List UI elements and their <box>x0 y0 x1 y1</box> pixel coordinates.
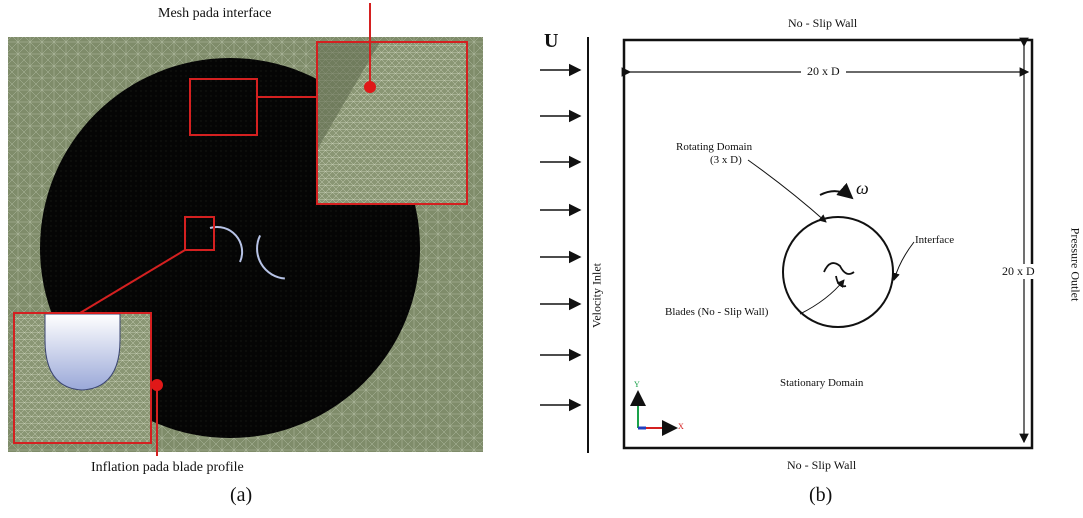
blade-inset-profile <box>44 313 121 391</box>
interface-focus-box <box>189 78 258 136</box>
caption-a: (a) <box>230 484 253 506</box>
rotating-leader <box>747 159 827 223</box>
blade-inset-frame <box>13 312 152 444</box>
mesh-blade-left <box>209 225 244 263</box>
callout-blade-inflation: Inflation pada blade profile <box>91 460 244 475</box>
velocity-inlet-label: Velocity Inlet <box>589 263 604 328</box>
omega-label: ω <box>856 178 869 198</box>
interface-inset-dark <box>317 42 380 150</box>
axis-x-label: X <box>678 422 684 431</box>
interface-inset-frame <box>316 41 468 205</box>
blade-focus-box <box>184 216 215 251</box>
bottom-wall-label: No - Slip Wall <box>787 458 857 472</box>
blades-label: Blades (No - Slip Wall) <box>665 306 769 318</box>
rotating-domain-circle <box>782 216 894 328</box>
domain-boundary <box>622 38 1034 450</box>
inlet-velocity-symbol: U <box>544 30 559 52</box>
blade-connector <box>79 249 186 314</box>
pressure-outlet-label: Pressure Outlet <box>1068 227 1083 302</box>
interface-label: Interface <box>915 234 955 246</box>
mesh-blade-right <box>256 234 285 280</box>
top-callout-dot <box>364 81 376 93</box>
axis-y-label: Y <box>634 380 640 389</box>
height-dimension-label: 20 x D <box>1000 264 1037 279</box>
stationary-domain-label: Stationary Domain <box>780 377 864 389</box>
inlet-arrows <box>540 63 582 412</box>
top-wall-label: No - Slip Wall <box>788 16 858 30</box>
caption-b: (b) <box>809 484 833 506</box>
bottom-callout-dot <box>151 379 163 391</box>
blades-leader <box>799 279 845 315</box>
diagram-blades <box>823 262 855 288</box>
interface-leader <box>892 241 915 281</box>
rotating-domain-size: (3 x D) <box>710 154 742 166</box>
omega-arrow <box>819 182 854 200</box>
width-dimension-label: 20 x D <box>801 64 846 79</box>
callout-mesh-interface: Mesh pada interface <box>158 6 272 21</box>
rotating-domain-label: Rotating Domain <box>676 141 753 153</box>
